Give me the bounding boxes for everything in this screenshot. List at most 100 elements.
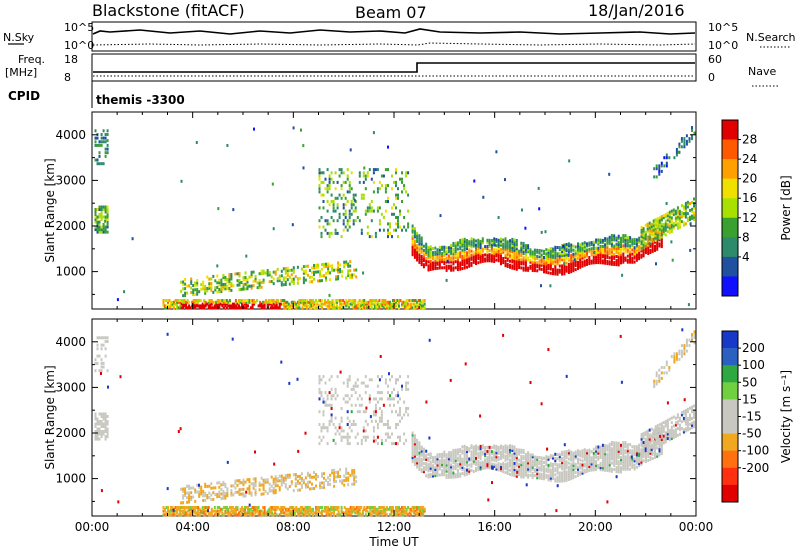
power-cell [333, 268, 336, 272]
power-cell [425, 252, 428, 256]
power-cell [684, 211, 687, 214]
power-cell [370, 299, 373, 302]
velocity-cell [633, 451, 636, 455]
power-cell [319, 272, 321, 276]
velocity-cell [221, 511, 224, 515]
power-cell [390, 302, 393, 306]
power-cell [116, 298, 119, 302]
power-cell [524, 264, 527, 268]
power-cell [226, 287, 229, 291]
power-cell [171, 302, 174, 306]
power-cell [216, 299, 219, 302]
power-cell [597, 259, 600, 262]
velocity-cell [416, 440, 419, 444]
velocity-cell [673, 360, 676, 364]
power-cell [416, 252, 419, 256]
power-cell [610, 238, 613, 242]
power-cell [355, 275, 358, 279]
velocity-cell [452, 459, 455, 463]
velocity-cell [481, 444, 484, 448]
power-cell [522, 266, 525, 270]
velocity-cell [307, 507, 310, 511]
power-cell [592, 244, 595, 248]
power-cell [224, 299, 227, 302]
power-cell [258, 283, 261, 287]
power-cell [472, 252, 475, 256]
velocity-cell [640, 437, 643, 441]
velocity-cell [644, 439, 647, 443]
velocity-cell [504, 454, 507, 458]
velocity-cell [552, 462, 554, 466]
velocity-cell [239, 509, 242, 513]
power-cell [418, 238, 421, 242]
power-cell [549, 257, 552, 261]
velocity-cell [649, 458, 652, 461]
power-cell [220, 280, 223, 284]
power-cell [617, 244, 620, 248]
power-cell [417, 302, 420, 306]
velocity-cell [604, 446, 607, 450]
velocity-cell [660, 439, 663, 443]
power-cell [583, 249, 586, 253]
power-cell [345, 300, 348, 304]
velocity-cell [416, 445, 419, 448]
power-cell [348, 209, 351, 213]
power-cell [195, 141, 198, 144]
power-cell [452, 244, 455, 247]
power-cell [411, 302, 414, 306]
power-cell [331, 264, 334, 268]
velocity-cell [488, 464, 491, 468]
power-cell [354, 193, 357, 197]
velocity-cell [613, 457, 616, 461]
velocity-cell [441, 469, 444, 473]
velocity-cell [192, 509, 195, 513]
power-cell [382, 306, 385, 310]
power-cell [549, 259, 552, 263]
power-cell [670, 223, 673, 227]
power-cell [260, 285, 263, 289]
power-cell [395, 216, 397, 219]
power-cell [290, 268, 293, 272]
velocity-cell [260, 513, 263, 517]
power-cell [658, 218, 661, 222]
velocity-cell [417, 506, 420, 509]
power-cell [403, 184, 406, 188]
velocity-cell [590, 466, 593, 470]
power-cell [429, 259, 432, 263]
power-cell [572, 252, 575, 256]
velocity-cell [606, 454, 609, 458]
velocity-cell [583, 464, 586, 468]
power-cell [362, 271, 365, 275]
velocity-cell [656, 428, 659, 432]
power-cell [367, 304, 370, 308]
power-cell [221, 304, 224, 308]
velocity-cell [617, 447, 620, 451]
power-cell [226, 144, 229, 147]
power-cell [475, 255, 477, 259]
power-cell [347, 274, 350, 277]
velocity-cell [581, 459, 584, 463]
velocity-cell [484, 458, 487, 462]
power-cell [364, 177, 367, 181]
velocity-cell [689, 418, 691, 422]
velocity-cell [461, 468, 464, 471]
power-cell [522, 252, 525, 256]
power-cell [260, 272, 263, 275]
power-cell [283, 300, 286, 304]
power-cell [281, 302, 284, 306]
velocity-cell [327, 506, 330, 509]
power-cell [182, 306, 185, 310]
power-cell [335, 268, 338, 272]
power-cell [672, 213, 675, 217]
velocity-cell [622, 461, 625, 465]
power-cell [289, 304, 292, 308]
power-cell [318, 168, 321, 172]
power-cell [554, 254, 557, 257]
power-cell [358, 180, 361, 184]
power-cell [207, 304, 210, 308]
velocity-cell [486, 462, 489, 466]
power-cell [241, 306, 243, 310]
velocity-cell [617, 441, 620, 445]
velocity-cell [506, 449, 509, 453]
power-cell [214, 288, 217, 292]
